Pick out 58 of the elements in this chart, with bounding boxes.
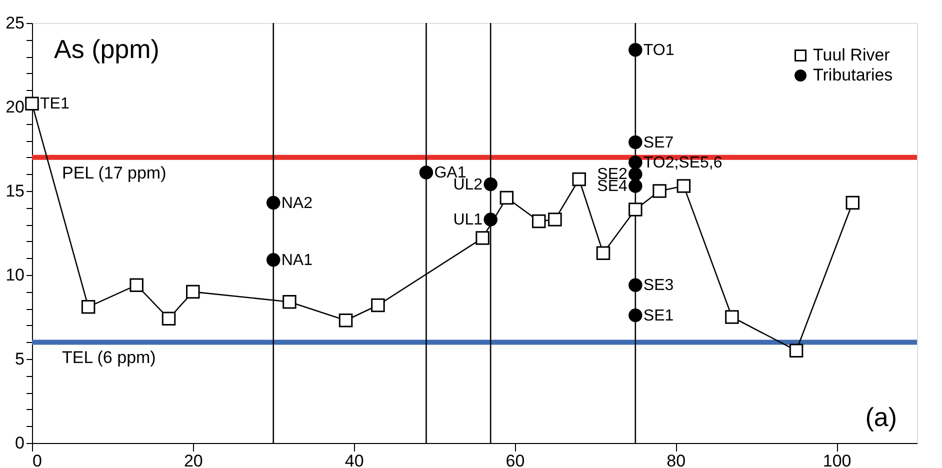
point xyxy=(628,202,642,216)
point xyxy=(572,172,586,186)
point xyxy=(725,310,739,324)
y-tick-label: 5 xyxy=(15,350,24,368)
chart-title: As (ppm) xyxy=(54,34,160,64)
annotation: SE7 xyxy=(643,134,674,152)
point xyxy=(484,177,498,192)
y-tick-label: 25 xyxy=(6,14,24,32)
point xyxy=(338,313,353,328)
y-tick-label: 0 xyxy=(15,434,24,452)
point xyxy=(371,298,385,312)
point xyxy=(628,167,642,182)
point xyxy=(162,312,176,326)
annotation: TE1 xyxy=(40,96,70,113)
point xyxy=(266,253,280,267)
point xyxy=(628,43,642,57)
point xyxy=(628,156,642,170)
point xyxy=(130,278,144,292)
point xyxy=(266,196,280,210)
ref-line-label: TEL (6 ppm) xyxy=(62,348,156,368)
y-tick-label: 10 xyxy=(6,266,24,284)
point xyxy=(476,231,490,245)
point xyxy=(548,212,562,226)
point xyxy=(596,246,610,260)
point xyxy=(25,96,39,111)
annotation: NA2 xyxy=(281,194,313,212)
point xyxy=(532,214,546,228)
y-tick-label: 15 xyxy=(6,182,24,200)
point xyxy=(846,196,860,210)
x-tick-label: 0 xyxy=(32,452,42,468)
x-tick-label: 40 xyxy=(344,452,364,468)
x-tick-label: 80 xyxy=(666,452,686,468)
annotation: NA1 xyxy=(281,252,313,269)
point xyxy=(789,344,804,358)
point xyxy=(628,308,642,322)
point xyxy=(500,190,514,205)
point xyxy=(484,212,498,226)
point xyxy=(676,179,691,193)
legend-label: Tributaries xyxy=(813,66,893,84)
annotation: SE3 xyxy=(643,277,674,294)
x-tick-label: 20 xyxy=(184,452,203,468)
point xyxy=(628,135,642,150)
annotation: (a) xyxy=(865,402,897,432)
point xyxy=(628,179,642,193)
annotation: TO1 xyxy=(643,42,674,59)
x-tick-label: 60 xyxy=(506,452,525,468)
point xyxy=(419,166,434,180)
point xyxy=(652,184,666,198)
annotation: SE1 xyxy=(643,307,674,324)
point xyxy=(628,278,642,292)
annotation: UL1 xyxy=(453,212,483,229)
point xyxy=(81,300,96,314)
point xyxy=(186,284,200,299)
ref-line-label: PEL (17 ppm) xyxy=(62,163,166,182)
y-tick-label: 20 xyxy=(6,98,24,116)
legend-label: Tuul River xyxy=(813,46,890,64)
x-tick-label: 100 xyxy=(822,452,852,468)
point xyxy=(282,295,296,309)
